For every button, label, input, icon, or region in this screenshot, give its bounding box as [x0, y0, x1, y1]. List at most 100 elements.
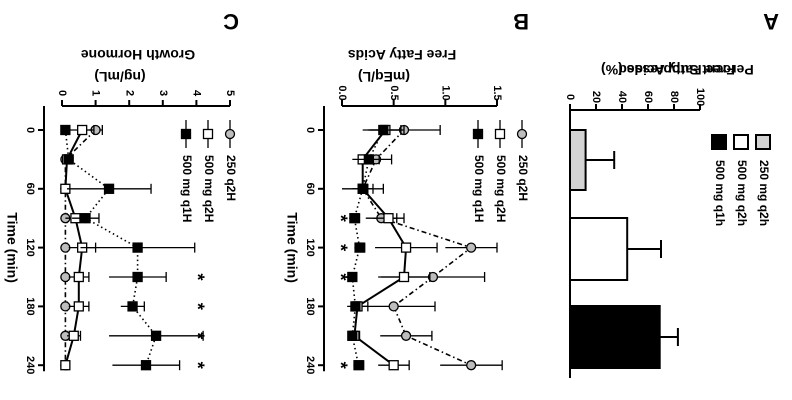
point-b-2-8 [353, 360, 364, 371]
bar-a-1 [569, 217, 629, 281]
bar-a-2 [569, 305, 661, 369]
tick-label-c-1: 1 [90, 90, 102, 96]
point-c-2-2 [103, 183, 115, 194]
significance-star-c-0: * [187, 273, 207, 280]
point-b-1-8 [388, 360, 399, 371]
tick-label-c-time-4: 240 [24, 356, 36, 374]
bar-a-0 [569, 129, 587, 191]
point-b-2-0 [378, 124, 389, 136]
panel-b-title-2: (mEq/L) [358, 69, 410, 85]
legend-item-c-1: 500 mg q2H [202, 120, 216, 222]
legend-swatch-a-1 [733, 134, 749, 150]
tick-label-a-0: 0 [564, 94, 576, 100]
point-b-1-5 [398, 271, 410, 283]
plot-b: 0.0 0.5 1.0 1.5 0 60 120 180 240 Time (min) * * * * 25… [284, 85, 530, 374]
point-c-2-1 [63, 154, 74, 165]
legend-label-b-2: 500 mg q1H [472, 155, 486, 222]
tick-label-a-2: 40 [616, 91, 628, 103]
legend-label-a-2: 500 mg q1h [713, 160, 727, 226]
panel-b-title: Free Fatty Acids [348, 47, 457, 63]
point-c-1-0 [77, 124, 88, 136]
series-c-2 [60, 124, 204, 371]
tick-label-b-time-3: 180 [304, 297, 316, 315]
panel-a-title-2: Free Fatty Acids (%) [601, 62, 735, 78]
point-c-2-8 [140, 360, 152, 371]
tick-label-c-0: 0 [56, 90, 68, 96]
point-c-1-5 [73, 271, 84, 283]
point-b-2-2 [357, 183, 368, 194]
tick-label-b-time-4: 240 [304, 356, 316, 374]
point-c-2-3 [80, 213, 91, 224]
panel-letter-b: B [513, 9, 529, 34]
legend-swatch-a-0 [755, 134, 771, 150]
tick-label-a-1: 20 [590, 91, 602, 103]
point-c-1-7 [68, 330, 79, 341]
series-line-c-0 [64, 129, 97, 366]
point-c-1-8 [60, 360, 71, 371]
point-c-0-6 [60, 301, 71, 312]
panel-a: A Percent Suppressed Free Fatty Acids (%… [564, 9, 779, 378]
legend-label-c-0: 250 q2H [224, 155, 238, 201]
panel-c-title-2: (ng/mL) [94, 69, 145, 85]
panel-b: B Free Fatty Acids (mEq/L) 0.0 0.5 1.0 1.50… [284, 9, 530, 374]
legend-marker-c-0 [224, 128, 236, 140]
legend-item-b-2: 500 mg q1H [472, 120, 486, 222]
panel-a-title: Percent Suppressed [618, 62, 753, 78]
significance-star-b-0: * [330, 215, 350, 222]
point-c-2-7 [150, 330, 162, 341]
significance-star-c-2: * [187, 332, 207, 339]
tick-label-b-0: 0.0 [336, 85, 348, 100]
legend-item-c-0: 250 q2H [224, 120, 238, 201]
legend-marker-b-2 [472, 128, 484, 140]
point-b-2-3 [349, 213, 360, 224]
series-b-2 [347, 124, 405, 371]
point-c-1-6 [73, 301, 84, 312]
legend-item-b-0: 250 q2H [516, 120, 530, 201]
series-line-b-2 [351, 129, 385, 366]
tick-label-a-4: 80 [668, 91, 680, 103]
point-b-0-4 [466, 242, 477, 253]
significance-star-c-1: * [187, 303, 207, 310]
tick-label-b-time-1: 60 [304, 183, 316, 195]
point-b-0-7 [400, 330, 412, 341]
significance-star-b-2: * [330, 273, 350, 280]
tick-label-c-time-2: 120 [24, 238, 36, 256]
legend-marker-c-2 [180, 128, 192, 140]
point-b-2-7 [347, 330, 358, 341]
point-b-1-3 [383, 213, 394, 224]
legend-label-a-1: 500 mg q2h [735, 160, 749, 226]
legend-item-b-1: 500 mg q2H [494, 120, 508, 222]
legend-label-b-0: 250 q2H [516, 155, 530, 201]
significance-star-b-1: * [330, 244, 350, 251]
legend-item-c-2: 500 mg q1H [180, 120, 194, 222]
x-axis-label-b: Time (min) [284, 212, 300, 283]
point-c-0-4 [60, 242, 71, 253]
plot-a: 0 20 40 60 80 100 250 mg q2h 500 mg q2h 500 mg q… [564, 88, 771, 378]
tick-label-a-3: 60 [642, 91, 654, 103]
point-b-2-6 [350, 301, 361, 312]
tick-label-a-5: 100 [694, 88, 706, 106]
tick-label-c-time-1: 60 [24, 183, 36, 195]
legend-marker-b-1 [494, 128, 506, 140]
legend-label-c-1: 500 mg q2H [202, 155, 216, 222]
plot-c: 0 1 2 3 4 5 0 60 120 180 240 Time (min) * * * * 250 q2H 5… [4, 90, 238, 374]
significance-star-b-3: * [330, 362, 350, 369]
point-c-2-4 [132, 242, 143, 253]
point-c-2-0 [60, 124, 71, 136]
panel-c: C Growth Hormone (ng/mL) 0 1 2 3 4 5 0 60 120 180… [4, 9, 239, 374]
legend-label-a-0: 250 mg q2h [757, 160, 771, 226]
tick-label-c-5: 5 [224, 90, 236, 96]
legend-swatch-a-2 [711, 134, 727, 150]
point-b-2-1 [363, 154, 375, 165]
tick-label-b-2: 1.0 [439, 85, 451, 100]
x-axis-label-c: Time (min) [4, 212, 20, 283]
point-b-2-5 [347, 271, 358, 283]
tick-label-c-3: 3 [157, 90, 169, 96]
legend-label-c-2: 500 mg q1H [180, 155, 194, 222]
point-b-1-4 [400, 242, 412, 253]
legend-marker-b-0 [516, 128, 528, 140]
significance-star-c-3: * [187, 362, 207, 369]
tick-label-b-time-2: 120 [304, 238, 316, 256]
point-c-2-6 [127, 301, 138, 312]
